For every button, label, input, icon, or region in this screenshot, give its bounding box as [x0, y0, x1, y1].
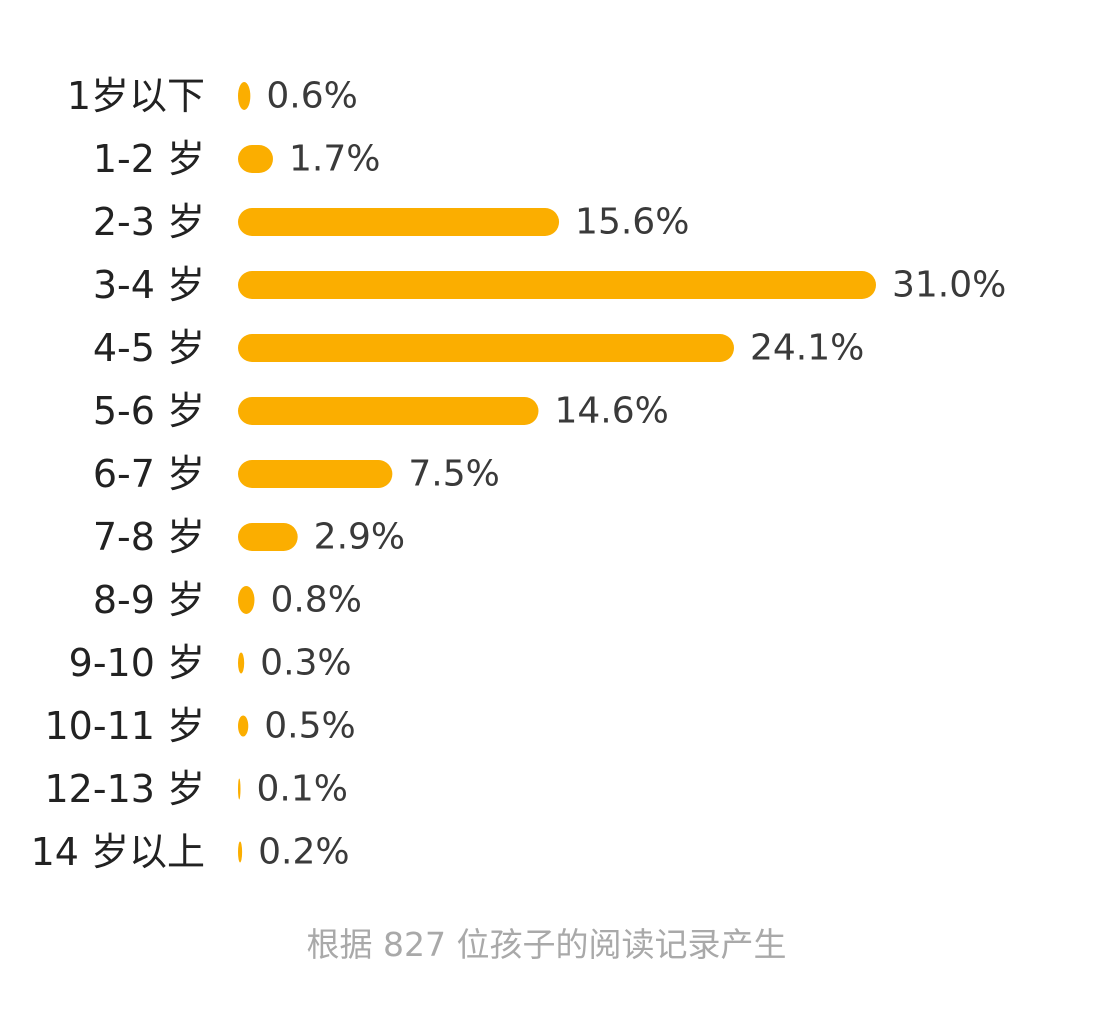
value-label: 0.6%: [266, 76, 357, 117]
bar-chart: 1岁以下 0.6% 1-2 岁 1.7% 2-3 岁 15.6% 3-4 岁 31.0% 4-5…: [0, 0, 1093, 900]
category-label: 7-8 岁: [93, 515, 205, 559]
bar: [238, 653, 244, 674]
category-label: 9-10 岁: [69, 641, 205, 685]
bar: [238, 523, 298, 551]
value-label: 0.1%: [257, 769, 348, 810]
value-label: 0.3%: [260, 643, 351, 684]
bar: [238, 82, 250, 110]
category-label: 1岁以下: [67, 74, 205, 118]
value-label: 14.6%: [554, 391, 668, 432]
category-label: 3-4 岁: [93, 263, 205, 307]
category-label: 5-6 岁: [93, 389, 205, 433]
bar: [238, 716, 248, 737]
category-label: 14 岁以上: [31, 830, 205, 874]
bar: [238, 779, 241, 800]
category-label: 8-9 岁: [93, 578, 205, 622]
bar: [238, 145, 273, 173]
value-label: 0.5%: [264, 706, 355, 747]
bar: [238, 334, 734, 362]
bar: [238, 586, 254, 614]
value-label: 7.5%: [408, 454, 499, 495]
value-label: 0.2%: [258, 832, 349, 873]
value-label: 1.7%: [289, 139, 380, 180]
bar: [238, 460, 392, 488]
value-label: 2.9%: [314, 517, 405, 558]
category-label: 12-13 岁: [45, 767, 206, 811]
bar: [238, 842, 242, 863]
value-label: 0.8%: [270, 580, 361, 621]
bar: [238, 271, 876, 299]
value-label: 15.6%: [575, 202, 689, 243]
bar: [238, 397, 538, 425]
category-label: 1-2 岁: [93, 137, 205, 181]
category-label: 10-11 岁: [45, 704, 206, 748]
value-label: 24.1%: [750, 328, 864, 369]
bar: [238, 208, 559, 236]
value-label: 31.0%: [892, 265, 1006, 306]
category-label: 2-3 岁: [93, 200, 205, 244]
chart-footnote: 根据 827 位孩子的阅读记录产生: [0, 918, 1093, 966]
category-label: 6-7 岁: [93, 452, 205, 496]
category-label: 4-5 岁: [93, 326, 205, 370]
